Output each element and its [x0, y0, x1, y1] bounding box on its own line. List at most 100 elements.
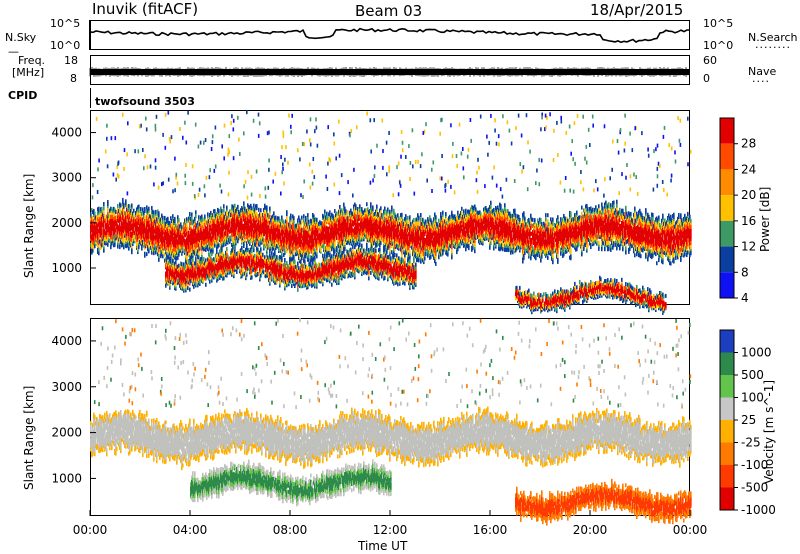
- range-cell: [105, 219, 107, 223]
- range-cell: [117, 214, 119, 219]
- range-cell: [93, 208, 95, 213]
- range-cell: [420, 213, 422, 217]
- range-cell: [214, 243, 216, 248]
- range-cell: [128, 222, 130, 227]
- range-cell: [254, 209, 256, 214]
- range-cell: [147, 235, 149, 240]
- range-cell: [114, 216, 116, 221]
- range-cell: [139, 229, 141, 234]
- range-cell: [149, 214, 151, 219]
- range-cell: [171, 247, 173, 252]
- range-cell: [156, 231, 158, 236]
- range-cell: [207, 212, 209, 217]
- range-cell: [269, 235, 271, 239]
- range-cell: [162, 246, 164, 251]
- range-cell: [253, 223, 255, 228]
- range-cell: [157, 225, 159, 230]
- range-cell: [125, 215, 127, 220]
- range-cell: [94, 221, 96, 226]
- range-cell: [255, 232, 257, 237]
- range-cell: [265, 205, 267, 210]
- range-cell: [262, 233, 264, 238]
- range-cell: [209, 223, 211, 228]
- range-cell: [230, 227, 232, 232]
- range-cell: [236, 225, 238, 230]
- range-cell: [131, 248, 133, 253]
- range-cell: [170, 236, 172, 241]
- range-cell: [223, 234, 225, 239]
- range-cell: [169, 245, 171, 250]
- range-cell: [108, 234, 110, 239]
- range-cell: [222, 243, 224, 248]
- range-cell: [226, 211, 228, 216]
- range-cell: [170, 234, 172, 239]
- range-cell: [259, 226, 261, 231]
- range-cell: [158, 227, 160, 232]
- range-cell: [125, 225, 127, 230]
- range-cell: [262, 212, 264, 217]
- range-cell: [190, 237, 192, 242]
- range-cell: [193, 243, 195, 248]
- range-cell: [177, 227, 179, 232]
- range-cell: [222, 229, 224, 234]
- range-cell: [156, 217, 158, 222]
- range-cell: [223, 226, 225, 231]
- range-cell: [273, 227, 275, 232]
- range-cell: [105, 231, 107, 236]
- range-cell: [215, 223, 217, 228]
- range-cell: [187, 239, 189, 244]
- range-cell: [137, 211, 139, 216]
- range-cell: [225, 227, 227, 232]
- range-cell: [268, 229, 270, 234]
- range-cell: [252, 227, 254, 232]
- range-cell: [199, 238, 201, 243]
- range-cell: [272, 222, 274, 227]
- range-cell: [100, 239, 102, 244]
- range-cell: [127, 210, 129, 215]
- range-cell: [247, 239, 249, 244]
- range-cell: [237, 239, 239, 244]
- range-cell: [180, 242, 182, 247]
- range-cell: [250, 222, 252, 227]
- range-cell: [109, 214, 111, 219]
- range-cell: [107, 228, 109, 233]
- range-cell: [129, 204, 131, 209]
- range-cell: [195, 226, 197, 231]
- range-cell: [246, 208, 248, 213]
- range-cell: [113, 227, 115, 232]
- range-cell: [264, 228, 266, 233]
- range-cell: [243, 207, 245, 212]
- range-cell: [168, 233, 170, 238]
- range-cell: [226, 205, 228, 210]
- range-cell: [175, 252, 177, 257]
- range-cell: [144, 253, 146, 258]
- range-cell: [143, 211, 145, 216]
- range-cell: [329, 210, 331, 215]
- range-cell: [131, 244, 133, 249]
- range-cell: [92, 216, 94, 221]
- range-cell: [110, 227, 112, 231]
- range-cell: [101, 241, 103, 246]
- range-cell: [376, 204, 378, 209]
- range-cell: [156, 219, 158, 224]
- range-cell: [94, 230, 96, 234]
- range-cell: [157, 219, 159, 224]
- range-cell: [197, 226, 199, 231]
- range-cell: [136, 227, 138, 232]
- range-cell: [190, 223, 192, 228]
- range-cell: [161, 238, 163, 242]
- range-cell: [151, 214, 153, 219]
- range-cell: [211, 236, 213, 241]
- range-cell: [160, 227, 162, 232]
- range-cell: [243, 213, 245, 218]
- range-cell: [274, 248, 276, 253]
- range-cell: [248, 219, 250, 224]
- range-cell: [153, 218, 155, 223]
- range-cell: [108, 214, 110, 219]
- range-cell: [180, 234, 182, 239]
- range-cell: [154, 245, 156, 250]
- range-cell: [251, 224, 253, 229]
- range-cell: [366, 242, 368, 247]
- range-cell: [274, 242, 276, 247]
- range-cell: [160, 225, 162, 230]
